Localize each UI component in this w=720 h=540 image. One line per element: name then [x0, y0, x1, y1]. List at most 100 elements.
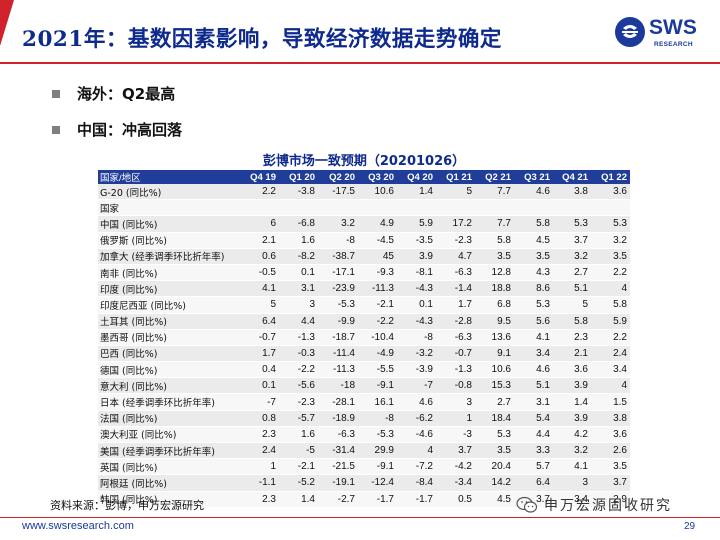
- table-cell: 5.9: [591, 313, 630, 330]
- table-cell: 3.7: [553, 232, 591, 249]
- table-cell: 3.4: [553, 491, 591, 508]
- table-cell: -4.3: [397, 313, 436, 330]
- table-cell: 4.4: [514, 426, 553, 444]
- table-row: 英国 (同比%) 1 -2.1 -21.5 -9.1 -7.2 -4.2 20.4 5.7 4.1…: [98, 458, 630, 476]
- table-cell: 4.2: [553, 426, 591, 444]
- table-cell: 1.6: [279, 232, 318, 249]
- table-cell: 2.6: [591, 442, 630, 460]
- table-cell: 0.5: [436, 491, 475, 508]
- table-cell: -2.1: [358, 296, 397, 314]
- table-cell: -9.1: [358, 458, 397, 476]
- table-cell: 1.4: [553, 393, 591, 411]
- table-cell: 0.4: [240, 361, 279, 379]
- table-cell: -23.9: [318, 280, 358, 298]
- table-cell: 2.9: [591, 491, 630, 508]
- table-cell: 4.1: [514, 329, 553, 346]
- table-cell: -17.5: [318, 184, 358, 201]
- table-cell: -12.4: [358, 474, 397, 492]
- table-cell: 3: [436, 393, 475, 411]
- table-cell: -3.5: [397, 232, 436, 249]
- row-label: 英国 (同比%): [98, 458, 240, 476]
- table-cell: [436, 199, 475, 217]
- table-cell: -2.7: [318, 491, 358, 508]
- column-header: Q1 21: [436, 170, 475, 184]
- table-cell: -6.8: [279, 215, 318, 233]
- table-cell: 13.6: [475, 329, 514, 346]
- table-cell: 5: [240, 296, 279, 314]
- table-cell: -1.3: [436, 361, 475, 379]
- table-cell: 3.8: [591, 410, 630, 427]
- table-cell: 10.6: [358, 184, 397, 201]
- table-cell: -4.6: [397, 426, 436, 444]
- table-cell: -4.3: [397, 280, 436, 298]
- table-cell: [514, 199, 553, 217]
- footer-url-link[interactable]: www.swsresearch.com: [22, 520, 134, 532]
- table-cell: -2.3: [279, 393, 318, 411]
- table-cell: 17.2: [436, 215, 475, 233]
- table-cell: -5.3: [358, 426, 397, 444]
- table-cell: -0.8: [436, 377, 475, 395]
- row-label: 澳大利亚 (同比%): [98, 426, 240, 444]
- table-body: G-20 (同比%) 2.2 -3.8 -17.5 10.6 1.4 5 7.7 4.6 3.8 3…: [98, 184, 630, 508]
- table-cell: -18.7: [318, 329, 358, 346]
- table-cell: 4.6: [514, 184, 553, 201]
- table-cell: 0.6: [240, 248, 279, 265]
- table-cell: -0.7: [436, 345, 475, 363]
- table-cell: 3.9: [397, 248, 436, 265]
- table-cell: -1.4: [436, 280, 475, 298]
- table-cell: 5.1: [553, 280, 591, 298]
- table-cell: -7: [397, 377, 436, 395]
- table-row: 印度 (同比%) 4.1 3.1 -23.9 -11.3 -4.3 -1.4 18.8 8.6 5…: [98, 280, 630, 298]
- table-cell: 29.9: [358, 442, 397, 460]
- table-cell: 5.3: [514, 296, 553, 314]
- table-cell: 7.7: [475, 215, 514, 233]
- table-cell: 4.4: [279, 313, 318, 330]
- table-cell: -6.2: [397, 410, 436, 427]
- row-label: 韩国 (同比%): [98, 491, 240, 508]
- table-cell: -8: [397, 329, 436, 346]
- table-cell: -0.7: [240, 329, 279, 346]
- table-cell: 4: [591, 377, 630, 395]
- table-cell: 5.9: [397, 215, 436, 233]
- table-row: 美国 (经季调季环比折年率) 2.4 -5 -31.4 29.9 4 3.7 3.5 3.3 3.…: [98, 442, 630, 460]
- column-header: Q1 20: [279, 170, 318, 184]
- table-cell: 5.3: [553, 215, 591, 233]
- table-cell: -21.5: [318, 458, 358, 476]
- row-label: G-20 (同比%): [98, 184, 240, 201]
- table-row: 阿根廷 (同比%) -1.1 -5.2 -19.1 -12.4 -8.4 -3.4 14.2 6…: [98, 474, 630, 492]
- row-label: 意大利 (同比%): [98, 377, 240, 395]
- table-cell: -8: [358, 410, 397, 427]
- table-row: 国家: [98, 199, 630, 217]
- table-row: G-20 (同比%) 2.2 -3.8 -17.5 10.6 1.4 5 7.7 4.6 3.8 3…: [98, 184, 630, 201]
- row-label: 国家: [98, 199, 240, 217]
- table-cell: -1.7: [397, 491, 436, 508]
- bullet-square-icon: [52, 125, 60, 134]
- table-cell: 3.5: [475, 442, 514, 460]
- table-header-row: 国家/地区 Q4 19 Q1 20 Q2 20 Q3 20 Q4 20 Q1 2…: [98, 170, 630, 184]
- row-label: 巴西 (同比%): [98, 345, 240, 363]
- table-cell: 2.3: [240, 426, 279, 444]
- table-cell: -9.3: [358, 264, 397, 282]
- table-cell: 4: [397, 442, 436, 460]
- table-cell: 16.1: [358, 393, 397, 411]
- logo-wordmark: SWS: [649, 16, 697, 39]
- table-cell: -2.3: [436, 232, 475, 249]
- table-cell: -9.9: [318, 313, 358, 330]
- table-cell: 2.1: [240, 232, 279, 249]
- consensus-table: 国家/地区 Q4 19 Q1 20 Q2 20 Q3 20 Q4 20 Q1 2…: [98, 170, 630, 508]
- table-cell: 1.4: [397, 184, 436, 201]
- table-cell: 3.6: [591, 426, 630, 444]
- table-cell: -38.7: [318, 248, 358, 265]
- table-cell: 3.6: [591, 184, 630, 201]
- table-cell: 3.1: [279, 280, 318, 298]
- bullet-square-icon: [52, 89, 60, 98]
- table-cell: 3.8: [553, 184, 591, 201]
- table-cell: 1.6: [279, 426, 318, 444]
- table-cell: 4.1: [240, 280, 279, 298]
- table-cell: -11.3: [318, 361, 358, 379]
- table-cell: -11.3: [358, 280, 397, 298]
- table-cell: [279, 199, 318, 217]
- table-cell: 2.3: [240, 491, 279, 508]
- table-cell: [397, 199, 436, 217]
- bullet-text: 中国：冲高回落: [77, 121, 183, 139]
